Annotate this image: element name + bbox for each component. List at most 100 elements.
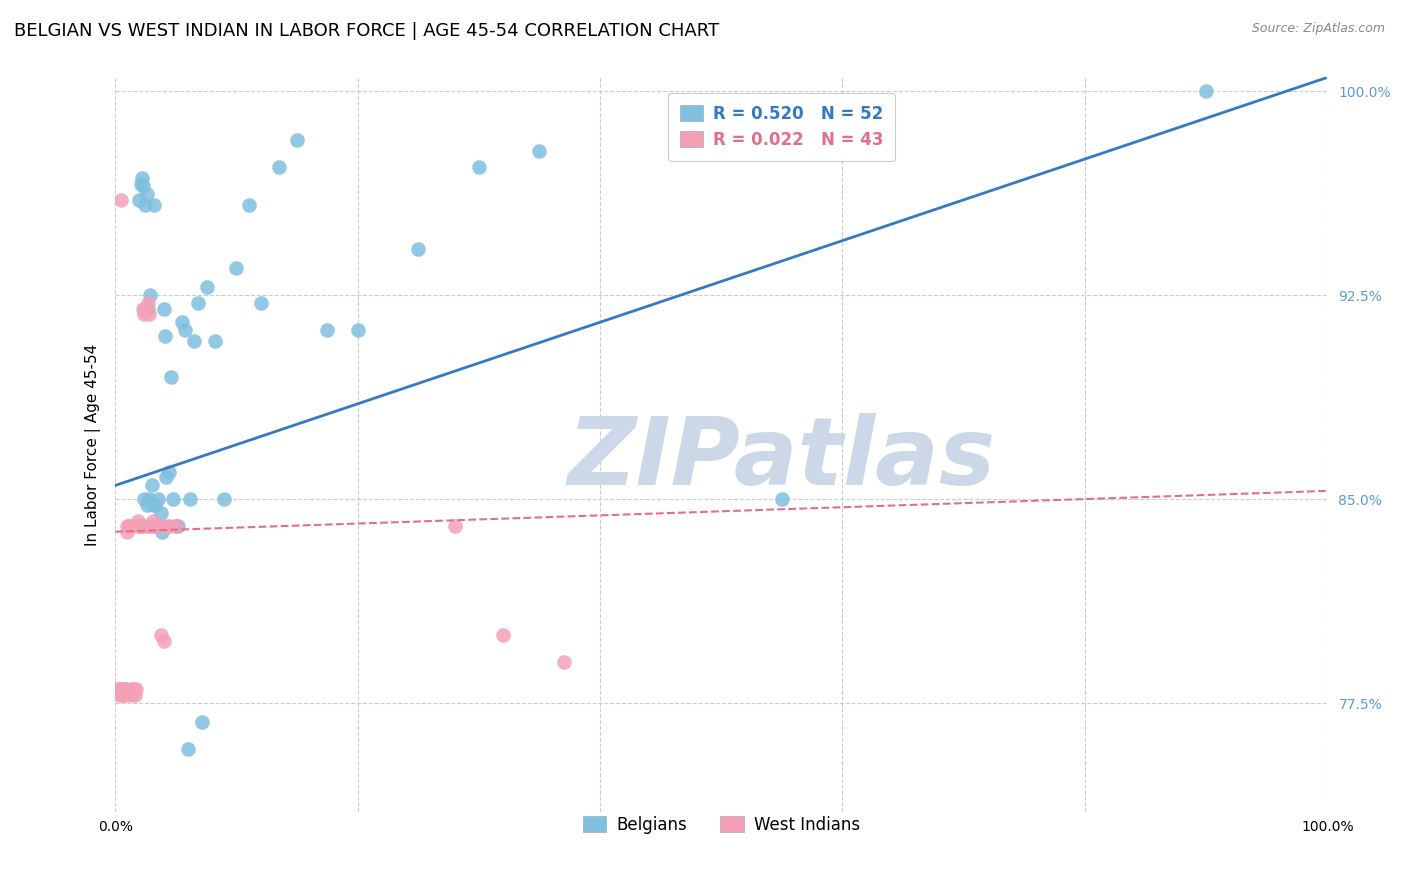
Point xyxy=(115,682,138,697)
Point xyxy=(134,301,156,316)
Point xyxy=(146,491,169,506)
Point xyxy=(165,519,187,533)
Point xyxy=(120,688,142,702)
Point xyxy=(183,334,205,349)
Point xyxy=(128,193,150,207)
Point xyxy=(124,688,146,702)
Point xyxy=(143,498,166,512)
Y-axis label: In Labor Force | Age 45-54: In Labor Force | Age 45-54 xyxy=(86,343,101,546)
Point xyxy=(141,478,163,492)
Point xyxy=(128,519,150,533)
Point xyxy=(492,628,515,642)
Point xyxy=(142,514,165,528)
Point xyxy=(157,465,180,479)
Point xyxy=(468,160,491,174)
Point xyxy=(160,369,183,384)
Point xyxy=(117,519,139,533)
Point xyxy=(108,688,131,702)
Point xyxy=(152,524,174,539)
Point xyxy=(162,491,184,506)
Point xyxy=(111,688,134,702)
Text: ZIPatlas: ZIPatlas xyxy=(568,413,995,506)
Legend: Belgians, West Indians: Belgians, West Indians xyxy=(572,806,870,844)
Point xyxy=(139,288,162,302)
Text: Source: ZipAtlas.com: Source: ZipAtlas.com xyxy=(1251,22,1385,36)
Point xyxy=(112,682,135,697)
Point xyxy=(142,498,165,512)
Point xyxy=(129,519,152,533)
Point xyxy=(122,682,145,697)
Point xyxy=(135,498,157,512)
Point xyxy=(132,301,155,316)
Point xyxy=(136,301,159,316)
Point xyxy=(135,187,157,202)
Point xyxy=(170,315,193,329)
Point xyxy=(195,280,218,294)
Point xyxy=(167,519,190,533)
Point xyxy=(553,655,575,669)
Text: BELGIAN VS WEST INDIAN IN LABOR FORCE | AGE 45-54 CORRELATION CHART: BELGIAN VS WEST INDIAN IN LABOR FORCE | … xyxy=(14,22,720,40)
Point xyxy=(145,519,167,533)
Point xyxy=(134,307,156,321)
Point xyxy=(143,198,166,212)
Point xyxy=(238,198,260,212)
Point xyxy=(145,519,167,533)
Point xyxy=(149,519,172,533)
Point xyxy=(443,519,465,533)
Point xyxy=(150,506,173,520)
Point xyxy=(152,633,174,648)
Point xyxy=(127,514,149,528)
Point xyxy=(1195,84,1218,98)
Point xyxy=(770,491,793,506)
Point xyxy=(141,519,163,533)
Point xyxy=(249,296,271,310)
Point xyxy=(153,329,176,343)
Point xyxy=(135,519,157,533)
Point xyxy=(406,242,429,256)
Point xyxy=(139,519,162,533)
Point xyxy=(138,307,160,321)
Point xyxy=(110,193,132,207)
Point xyxy=(134,198,156,212)
Point xyxy=(155,519,177,533)
Point xyxy=(134,491,156,506)
Point xyxy=(529,144,551,158)
Point xyxy=(155,470,177,484)
Point xyxy=(138,491,160,506)
Point xyxy=(131,519,153,533)
Point xyxy=(267,160,290,174)
Point xyxy=(117,524,139,539)
Point xyxy=(118,519,141,533)
Point xyxy=(165,519,187,533)
Point xyxy=(143,519,166,533)
Point xyxy=(114,688,136,702)
Point xyxy=(125,682,148,697)
Point xyxy=(204,334,226,349)
Point xyxy=(177,742,200,756)
Point xyxy=(152,301,174,316)
Point xyxy=(125,519,148,533)
Point xyxy=(121,682,143,697)
Point xyxy=(316,323,339,337)
Point xyxy=(107,682,129,697)
Point xyxy=(285,133,308,147)
Point xyxy=(111,682,134,697)
Point xyxy=(132,179,155,194)
Point xyxy=(179,491,201,506)
Point xyxy=(131,171,153,186)
Point xyxy=(150,628,173,642)
Point xyxy=(117,519,139,533)
Point xyxy=(108,682,131,697)
Point xyxy=(136,296,159,310)
Point xyxy=(148,519,170,533)
Point xyxy=(159,519,181,533)
Point xyxy=(148,519,170,533)
Point xyxy=(214,491,236,506)
Point xyxy=(174,323,197,337)
Point xyxy=(129,177,152,191)
Point xyxy=(225,260,247,275)
Point xyxy=(131,519,153,533)
Point xyxy=(346,323,368,337)
Point xyxy=(191,715,214,730)
Point xyxy=(187,296,209,310)
